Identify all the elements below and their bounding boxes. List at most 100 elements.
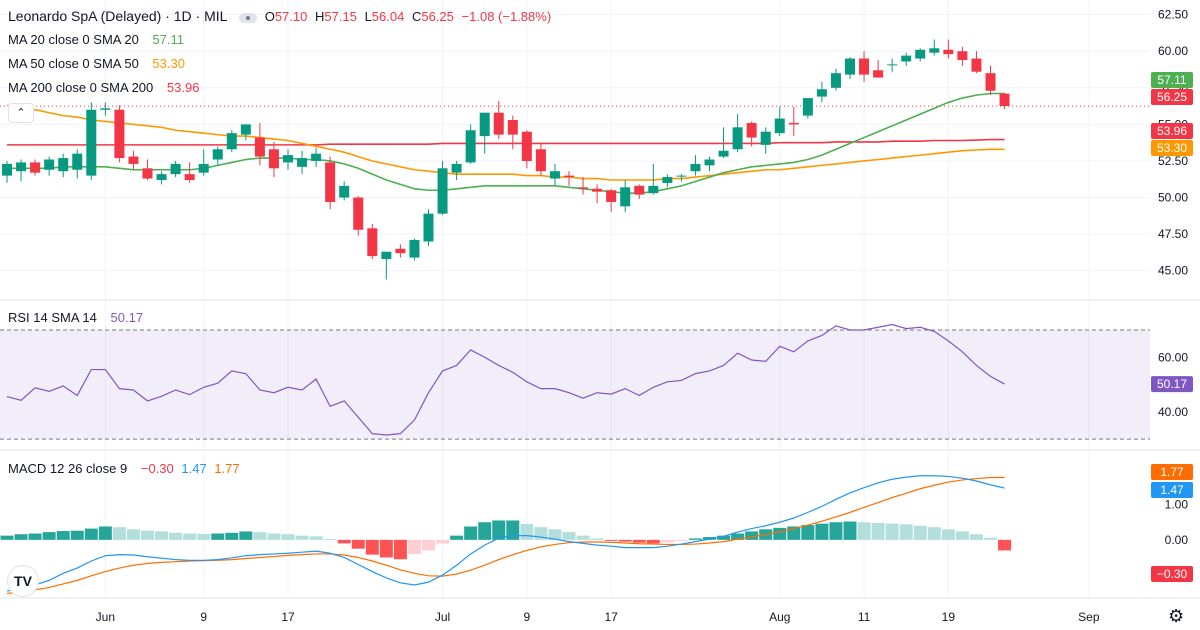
macd-histogram-bar [14,534,28,540]
macd-histogram-bar [407,539,421,554]
rsi-badge: 50.17 [1157,377,1187,391]
macd-histogram-bar [253,532,267,540]
chevron-up-icon[interactable]: ⌃ [8,103,34,123]
candle-body [957,51,968,60]
macd-histogram-bar [112,527,126,540]
macd-histogram-bar [548,529,562,540]
candle-body [170,163,181,175]
macd-histogram-bar [309,536,323,540]
macd-histogram-bar [84,528,98,540]
candle-body [507,120,518,135]
macd-y-tick-label: 1.00 [1165,498,1189,512]
ma50-legend[interactable]: MA 50 close 0 SMA 50 53.30 [8,56,189,72]
rsi-label: RSI 14 SMA 14 [8,310,97,325]
candle-body [437,168,448,214]
ohlc-change: −1.08 (−1.88%) [461,9,552,24]
candle-body [732,127,743,150]
tradingview-logo-icon[interactable]: TV [8,566,38,596]
macd-histogram-bar [562,532,576,540]
ma200-value: 53.96 [166,80,200,95]
candle-body [746,122,757,138]
ohlc-open: O57.10 [264,9,308,24]
macd-histogram-bar [590,538,604,540]
x-tick-label: 17 [281,610,295,624]
macd-y-tick-label: 0.00 [1165,533,1189,547]
candle-body [100,108,111,110]
macd-histogram-bar [393,539,407,560]
price-badge: 56.25 [1157,90,1187,104]
macd-histogram-bar [379,539,393,558]
macd-histogram-bar [450,535,464,540]
macd-histogram-bar [871,522,885,540]
candle-body [521,131,532,161]
candle-body [156,174,167,180]
candle-body [451,163,462,173]
macd-histogram-bar [688,538,702,540]
macd-histogram-bar [56,531,70,540]
macd-histogram-bar [70,530,84,540]
macd-badge: 1.77 [1160,465,1184,479]
macd-badge: 1.47 [1160,483,1184,497]
candle-body [353,197,364,230]
macd-histogram-bar [731,533,745,540]
candle-body [606,190,617,202]
macd-histogram-bar [969,534,983,540]
candle-body [690,163,701,172]
macd-line-value: 1.47 [181,461,207,476]
macd-histogram-bar [899,524,913,540]
macd-histogram-bar [225,532,239,540]
macd-histogram-bar [913,525,927,540]
candle-body [58,158,69,172]
candle-body [887,64,898,66]
macd-histogram-bar [941,529,955,540]
ma50-label: MA 50 close 0 SMA 50 [8,56,139,71]
macd-histogram-bar [28,533,42,540]
macd-histogram-bar [674,539,688,541]
macd-histogram-bar [183,533,197,540]
macd-histogram-bar [984,537,997,540]
rsi-legend[interactable]: RSI 14 SMA 14 50.17 [8,310,147,326]
ma20-value: 57.11 [152,32,184,47]
symbol-title[interactable]: Leonardo SpA (Delayed) · 1D · MIL [8,8,228,24]
macd-histogram-bar [141,530,154,540]
candle-body [704,159,715,166]
candle-body [479,112,490,137]
ma200-legend[interactable]: MA 200 close 0 SMA 200 53.96 [8,80,203,96]
macd-histogram-bar [843,521,857,540]
y-tick-label: 60.00 [1158,44,1188,58]
candle-body [240,124,251,135]
macd-histogram-bar [464,526,478,540]
gear-icon[interactable]: ⚙ [1168,606,1185,626]
candle-body [128,156,139,164]
y-tick-label: 50.00 [1158,191,1188,205]
ma20-label: MA 20 close 0 SMA 20 [8,32,139,47]
candle-body [114,109,125,159]
macd-histogram-bar [801,525,815,540]
candle-body [30,162,41,173]
candle-body [648,185,659,194]
candle-body [395,248,406,254]
candle-body [72,153,83,170]
candle-body [788,122,799,125]
candle-body [901,55,912,62]
candle-body [564,175,574,178]
candle-body [493,112,504,135]
visibility-eye-icon[interactable] [239,12,258,23]
x-tick-label: 9 [524,610,531,624]
price-badge: 57.11 [1157,73,1186,87]
macd-histogram-bar [646,539,660,544]
candle-body [465,130,476,163]
ma20-legend[interactable]: MA 20 close 0 SMA 20 57.11 [8,32,188,48]
candle-body [86,109,97,176]
macd-badge-bg [1151,464,1193,480]
candle-body [2,163,12,176]
x-tick-label: 17 [604,610,618,624]
candle-body [381,251,392,260]
macd-histogram-bar [885,523,899,540]
macd-legend[interactable]: MACD 12 26 close 9 −0.30 1.47 1.77 [8,461,244,477]
price-badge-bg [1151,72,1193,88]
ohlc-high: H57.15 [315,9,357,24]
ma50-value: 53.30 [152,56,185,71]
macd-label: MACD 12 26 close 9 [8,461,128,476]
